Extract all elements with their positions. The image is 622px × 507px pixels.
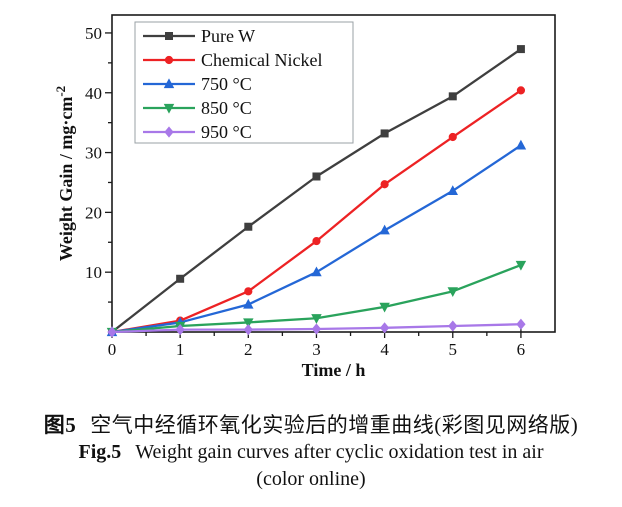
x-tick-label: 4 — [380, 340, 389, 359]
data-point-circle — [516, 86, 526, 95]
data-point-diamond — [243, 324, 253, 336]
data-point-circle — [380, 180, 389, 189]
data-point-circle — [244, 287, 253, 296]
legend-item-750-°c: 750 °C — [143, 74, 252, 94]
data-point-circle — [448, 132, 457, 142]
weight-gain-chart: 0 1 2 3 4 5 6 10 20 30 40 50 Time / h Weight Gain / m… — [53, 14, 556, 380]
data-point-square — [448, 92, 457, 101]
series-pure-w — [108, 45, 525, 336]
data-point-triangle-up — [447, 185, 459, 195]
data-point-diamond — [516, 318, 526, 330]
data-point-square — [380, 129, 389, 138]
data-point-circle — [312, 236, 321, 246]
data-point-diamond — [164, 126, 174, 138]
series-950-°c — [107, 318, 526, 338]
caption-en: Fig.5 Weight gain curves after cyclic oxi… — [0, 439, 622, 466]
legend: Pure W Chemical Nickel 750 °C 850 °C 950 °C — [134, 21, 354, 144]
data-point-diamond — [379, 322, 390, 334]
data-point-triangle-up — [515, 139, 527, 150]
y-tick-label: 40 — [85, 84, 102, 103]
data-point-circle — [164, 55, 174, 65]
data-point-triangle-up — [311, 266, 322, 277]
caption-en-text: Weight gain curves after cyclic oxidatio… — [135, 441, 544, 463]
data-point-square — [516, 45, 525, 54]
data-point-diamond — [448, 320, 458, 332]
legend-item-850-°c: 850 °C — [143, 98, 252, 118]
legend-label: Pure W — [201, 26, 255, 46]
caption-zh: 图5 空气中经循环氧化实验后的增重曲线(彩图见网络版) — [0, 412, 622, 439]
data-point-diamond — [107, 326, 117, 338]
data-point-triangle-down — [243, 318, 254, 329]
data-point-triangle-up — [243, 298, 254, 309]
x-axis-label: Time / h — [302, 360, 366, 380]
caption-color-note: (color online) — [256, 468, 366, 490]
x-tick-label: 6 — [517, 340, 526, 359]
x-tick-label: 2 — [244, 340, 253, 359]
legend-box — [134, 21, 354, 144]
data-point-triangle-down — [379, 302, 390, 313]
data-point-triangle-down — [447, 287, 459, 297]
data-point-triangle-down — [163, 103, 175, 114]
data-point-square — [176, 274, 185, 283]
data-point-diamond — [175, 324, 185, 336]
legend-item-pure-w: Pure W — [143, 26, 255, 46]
caption-en-label: Fig.5 — [78, 441, 122, 463]
legend-label: Chemical Nickel — [201, 50, 322, 70]
tick-labels: 0 1 2 3 4 5 6 10 20 30 40 50 — [85, 24, 525, 359]
data-point-square — [165, 32, 173, 40]
plot-border — [111, 14, 556, 333]
y-axis-label: Weight Gain / mg·cm-2 — [53, 86, 76, 261]
y-tick-label: 10 — [85, 263, 102, 282]
legend-label: 850 °C — [201, 98, 252, 118]
legend-item-950-°c: 950 °C — [143, 122, 252, 142]
y-tick-label: 30 — [85, 144, 102, 163]
legend-label: 750 °C — [201, 74, 252, 94]
caption-zh-text: 空气中经循环氧化实验后的增重曲线(彩图见网络版) — [90, 413, 579, 437]
y-tick-label: 50 — [85, 24, 102, 43]
data-point-triangle-up — [379, 224, 390, 235]
figure-caption: 图5 空气中经循环氧化实验后的增重曲线(彩图见网络版) Fig.5 Weight g… — [0, 402, 622, 493]
data-point-square — [312, 172, 321, 181]
x-tick-label: 3 — [312, 340, 321, 359]
data-point-triangle-up — [163, 78, 175, 89]
y-tick-label: 20 — [85, 203, 102, 222]
legend-item-chemical-nickel: Chemical Nickel — [143, 50, 322, 70]
x-tick-label: 5 — [449, 340, 458, 359]
data-point-diamond — [311, 323, 322, 335]
x-tick-label: 0 — [108, 340, 117, 359]
data-point-square — [244, 222, 253, 231]
x-tick-label: 1 — [176, 340, 185, 359]
caption-zh-label: 图5 — [43, 413, 77, 437]
data-point-triangle-down — [311, 314, 322, 324]
legend-label: 950 °C — [201, 122, 252, 142]
data-point-triangle-down — [515, 260, 527, 271]
